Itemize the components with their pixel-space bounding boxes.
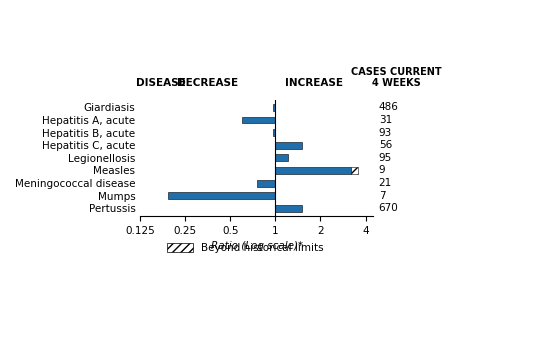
Text: CASES CURRENT
4 WEEKS: CASES CURRENT 4 WEEKS [351, 67, 442, 88]
Text: 56: 56 [379, 140, 392, 150]
Bar [351, 167, 358, 174]
Bar [242, 116, 276, 124]
Bar [276, 154, 288, 161]
Text: 31: 31 [379, 115, 392, 125]
Text: 670: 670 [379, 203, 399, 213]
Text: 9: 9 [379, 165, 386, 175]
Bar [276, 142, 302, 149]
Text: 95: 95 [379, 153, 392, 163]
Bar [257, 180, 276, 186]
Text: 93: 93 [379, 127, 392, 137]
Text: 7: 7 [379, 191, 386, 201]
Text: DECREASE: DECREASE [177, 78, 238, 88]
Bar [273, 104, 276, 111]
Bar [276, 205, 302, 212]
Text: 486: 486 [379, 102, 399, 112]
Bar [274, 129, 276, 136]
Legend: Beyond historical limits: Beyond historical limits [162, 238, 328, 257]
Bar [276, 167, 351, 174]
Text: 21: 21 [379, 178, 392, 188]
Bar [167, 192, 276, 199]
X-axis label: Ratio (Log scale)*: Ratio (Log scale)* [211, 241, 303, 251]
Text: INCREASE: INCREASE [284, 78, 342, 88]
Text: DISEASE: DISEASE [136, 78, 185, 88]
